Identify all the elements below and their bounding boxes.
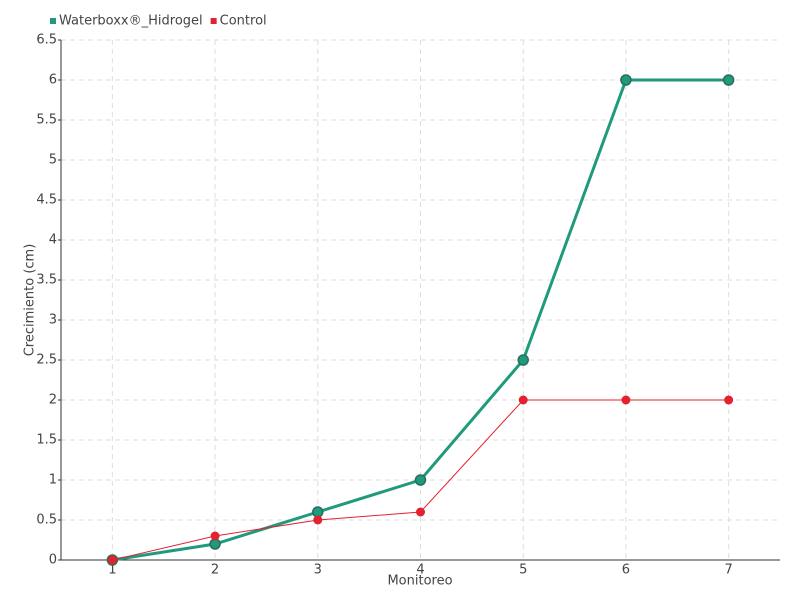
- x-tick-label: 7: [725, 563, 733, 578]
- y-tick-label: 6: [49, 73, 57, 88]
- y-tick-label: 3.5: [36, 273, 57, 288]
- y-axis-label: Crecimiento (cm): [23, 244, 38, 357]
- y-tick-label: 0.5: [36, 513, 57, 528]
- point: [210, 531, 220, 541]
- x-axis-label: Monitoreo: [387, 574, 452, 589]
- legend-swatch: [50, 18, 56, 24]
- y-tick-label: 4.5: [36, 193, 57, 208]
- y-tick-label: 1: [49, 473, 57, 488]
- point: [517, 354, 529, 366]
- x-tick-label: 5: [519, 563, 527, 578]
- legend-swatch: [210, 18, 217, 24]
- point: [620, 74, 632, 86]
- legend-label: Control: [220, 14, 267, 29]
- x-tick-label: 2: [211, 563, 219, 578]
- point: [313, 515, 323, 525]
- point: [107, 555, 117, 565]
- x-tick-label: 4: [416, 563, 424, 578]
- x-tick-label: 1: [108, 563, 116, 578]
- point: [621, 395, 631, 405]
- x-tick-label: 6: [622, 563, 630, 578]
- y-tick-label: 0: [49, 553, 57, 568]
- y-tick-label: 6.5: [36, 33, 57, 48]
- y-tick-label: 1.5: [36, 433, 57, 448]
- y-tick-label: 2.5: [36, 353, 57, 368]
- y-tick-label: 4: [49, 233, 57, 248]
- legend-label: Waterboxx®_Hidrogel: [59, 14, 203, 29]
- y-tick-label: 3: [49, 313, 57, 328]
- point: [724, 395, 734, 405]
- y-tick-label: 2: [49, 393, 57, 408]
- x-tick-label: 3: [314, 563, 322, 578]
- point: [416, 507, 425, 517]
- point: [518, 395, 528, 405]
- point: [414, 474, 427, 486]
- y-tick-label: 5: [49, 153, 57, 168]
- y-tick-label: 5.5: [36, 113, 57, 128]
- point: [722, 74, 735, 86]
